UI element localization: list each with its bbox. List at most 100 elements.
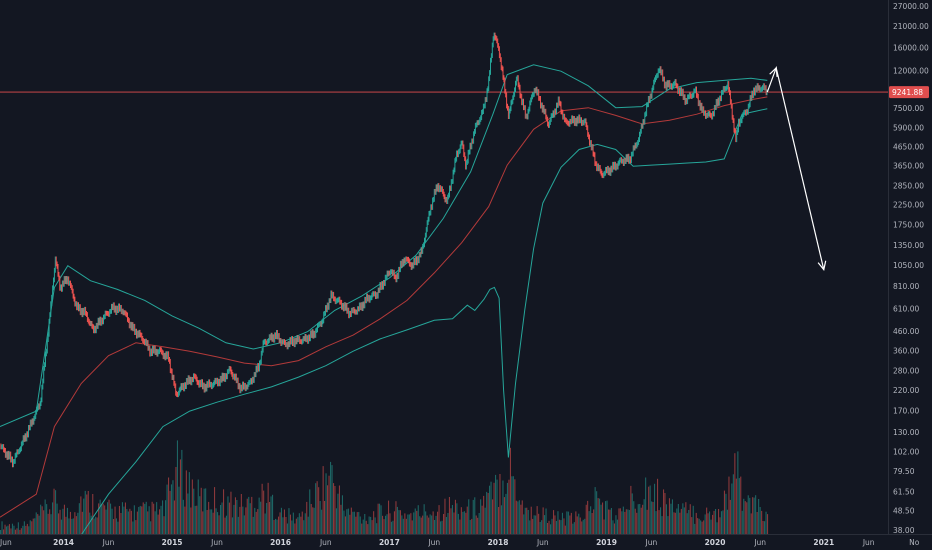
- volume-bar: [49, 509, 51, 535]
- volume-bar: [330, 461, 332, 535]
- volume-bar: [334, 486, 336, 535]
- volume-bar: [371, 520, 373, 535]
- volume-bar: [584, 518, 586, 535]
- volume-bar: [309, 489, 311, 535]
- y-tick-label: 220.00: [893, 386, 919, 395]
- volume-bar: [767, 514, 769, 535]
- volume-bar: [457, 513, 459, 535]
- volume-bar: [762, 521, 764, 535]
- volume-bar: [187, 493, 189, 535]
- volume-bar: [153, 503, 155, 535]
- volume-bar: [526, 507, 528, 535]
- volume-bar: [600, 504, 602, 535]
- volume-bar: [677, 504, 679, 535]
- y-tick-label: 21000.00: [893, 22, 929, 31]
- volume-bar: [118, 506, 120, 535]
- volume-bar: [551, 518, 553, 535]
- volume-bar: [5, 526, 7, 535]
- volume-bar: [703, 520, 705, 535]
- volume-bar: [448, 497, 450, 535]
- volume-bar: [327, 485, 329, 535]
- volume-bar: [60, 519, 62, 535]
- volume-bar: [90, 515, 92, 535]
- volume-bar: [432, 511, 434, 535]
- volume-bar: [101, 504, 103, 535]
- volume-bar: [388, 500, 390, 535]
- volume-bar: [728, 476, 730, 535]
- volume-bar: [107, 502, 109, 535]
- volume-bar: [723, 490, 725, 535]
- volume-bar: [633, 501, 635, 535]
- volume-bar: [405, 518, 407, 535]
- volume-bar: [127, 511, 129, 535]
- volume-bar: [741, 510, 743, 535]
- volume-bar: [425, 511, 427, 535]
- current-price-label: 9241.88: [892, 88, 923, 97]
- volume-bar: [136, 511, 138, 535]
- volume-bar: [576, 516, 578, 535]
- volume-bar: [392, 520, 394, 535]
- volume-bar: [307, 516, 309, 535]
- volume-bar: [340, 504, 342, 535]
- volume-bar: [291, 520, 293, 535]
- volume-bar: [492, 499, 494, 535]
- volume-bar: [530, 506, 532, 535]
- volume-bar: [377, 503, 379, 535]
- volume-bar: [401, 515, 403, 535]
- volume-bar: [747, 495, 749, 535]
- volume-bar: [130, 510, 132, 535]
- volume-bar: [408, 514, 410, 535]
- volume-bar: [300, 516, 302, 535]
- volume-bar: [732, 474, 734, 535]
- x-tick-label: Jun: [427, 538, 440, 547]
- volume-bar: [428, 517, 430, 535]
- volume-bar: [26, 523, 28, 535]
- volume-bar: [545, 508, 547, 535]
- volume-bar: [539, 522, 541, 535]
- volume-bar: [163, 516, 165, 535]
- volume-bar: [654, 483, 656, 535]
- volume-bar: [218, 515, 220, 535]
- volume-bar: [643, 499, 645, 535]
- volume-bar: [242, 506, 244, 535]
- volume-bar: [706, 507, 708, 535]
- volume-bar: [66, 507, 68, 535]
- volume-bar: [707, 513, 709, 535]
- volume-bar: [245, 507, 247, 535]
- volume-bar: [563, 518, 565, 535]
- volume-bar: [538, 513, 540, 535]
- volume-bar: [490, 481, 492, 535]
- volume-bar: [288, 508, 290, 535]
- volume-bar: [649, 485, 651, 535]
- volume-bar: [19, 529, 21, 535]
- volume-bar: [43, 510, 45, 535]
- projection-arrow: [766, 65, 827, 271]
- volume-bar: [440, 521, 442, 535]
- volume-bar: [279, 512, 281, 535]
- volume-bar: [303, 520, 305, 535]
- volume-bar: [578, 513, 580, 535]
- volume-bar: [240, 494, 242, 535]
- volume-bar: [16, 528, 18, 535]
- volume-bar: [22, 525, 24, 535]
- volume-bar: [447, 513, 449, 535]
- volume-bar: [248, 496, 250, 535]
- volume-bar: [700, 520, 702, 535]
- volume-bar: [602, 502, 604, 535]
- volume-bar: [40, 504, 42, 535]
- y-tick-label: 2850.00: [893, 182, 924, 191]
- volume-bar: [115, 518, 117, 535]
- volume-bar: [459, 519, 461, 535]
- volume-bar: [710, 519, 712, 535]
- volume-bar: [645, 477, 647, 535]
- volume-bar: [121, 502, 123, 535]
- volume-bar: [275, 518, 277, 535]
- volume-bar: [124, 502, 126, 535]
- volume-bar: [417, 505, 419, 535]
- volume-bar: [542, 507, 544, 535]
- volume-bar: [402, 518, 404, 535]
- volume-bar: [454, 499, 456, 535]
- volume-bar: [8, 524, 10, 535]
- x-tick-label: 2021: [813, 538, 834, 547]
- volume-bar: [160, 505, 162, 535]
